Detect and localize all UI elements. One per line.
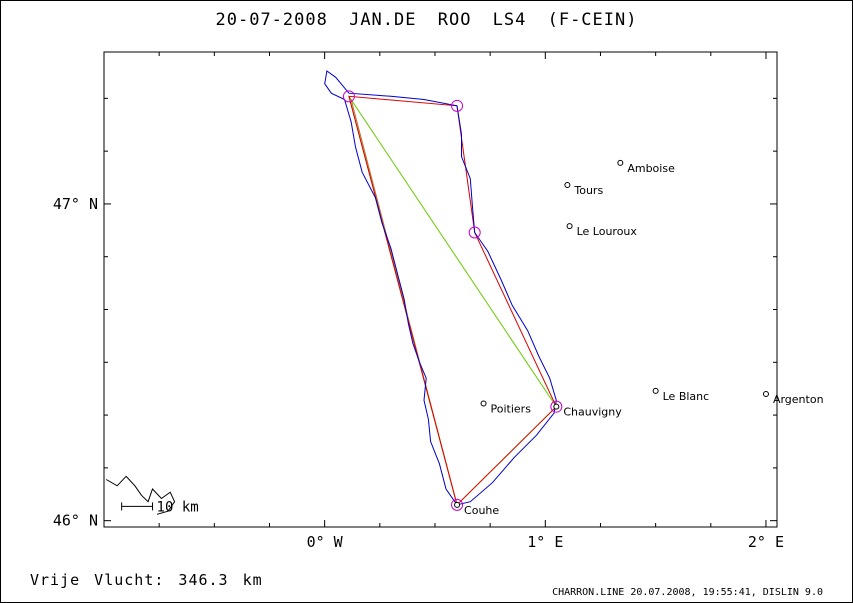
turnpoint-circle	[342, 90, 355, 103]
town-marker	[566, 223, 573, 230]
y-tick-label: 46° N	[53, 512, 98, 530]
town-marker	[454, 501, 461, 508]
turnpoint-circle	[451, 99, 464, 112]
turnpoint-circle	[550, 400, 563, 413]
route-red-line	[348, 95, 557, 506]
town-label: Tours	[573, 184, 603, 197]
chart-title: 20-07-2008 JAN.DE ROO LS4 (F-CEIN)	[215, 10, 638, 30]
plot-border	[103, 51, 778, 528]
town-marker	[564, 182, 571, 188]
town-label: Argenton	[773, 393, 824, 406]
x-tick-label: 1° E	[527, 533, 563, 551]
x-tick-label: 2° E	[748, 533, 784, 551]
program-info: CHARRON.LINE 20.07.2008, 19:55:41, DISLI…	[552, 587, 823, 598]
town-label: Couhe	[464, 504, 499, 517]
town-marker	[617, 159, 624, 166]
flight-track	[324, 70, 557, 506]
scale-bar-label: 10 km	[157, 499, 199, 515]
town-marker	[762, 391, 769, 397]
y-tick-label: 47° N	[53, 195, 98, 213]
coastline	[105, 475, 176, 515]
route-green-line	[348, 96, 557, 506]
town-label: Poitiers	[491, 403, 532, 416]
distance-label: Vrije Vlucht: 346.3 km	[30, 571, 263, 589]
turnpoint-circle	[468, 226, 481, 239]
x-tick-label: 0° W	[307, 533, 344, 551]
town-label: Le Louroux	[577, 225, 638, 238]
town-label: Chauvigny	[563, 406, 622, 419]
town-label: Le Blanc	[663, 390, 710, 403]
town-marker	[553, 403, 560, 410]
turnpoint-circle	[451, 498, 464, 511]
town-marker	[480, 400, 487, 407]
town-marker	[652, 387, 659, 394]
town-label: Amboise	[627, 162, 675, 175]
